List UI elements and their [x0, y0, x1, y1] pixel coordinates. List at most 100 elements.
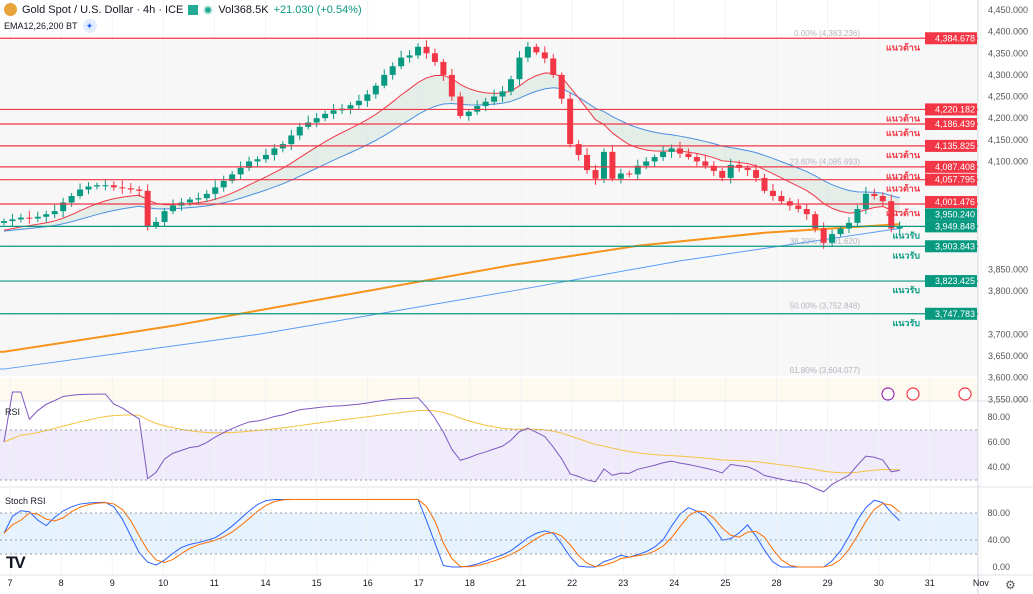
support-price-tag: [925, 307, 977, 320]
candle-body: [803, 208, 810, 215]
y-tick-label: 3,850.000: [988, 265, 1028, 275]
x-tick-label: 25: [720, 578, 730, 588]
y-tick-label: 4,300.000: [988, 70, 1028, 80]
candle-body: [524, 46, 531, 58]
candle-body: [431, 53, 438, 62]
y-tick-label: 4,450.000: [988, 5, 1028, 15]
x-tick-label: 28: [771, 578, 781, 588]
x-tick-label: 10: [158, 578, 168, 588]
candle-body: [26, 217, 33, 219]
candle-body: [448, 74, 455, 97]
x-tick-label: 15: [312, 578, 322, 588]
candle-body: [499, 91, 506, 97]
candle-body: [220, 180, 227, 188]
indicator-legend[interactable]: EMA12,26,200 BT: [4, 21, 78, 31]
candle-body: [77, 189, 84, 197]
candle-body: [685, 153, 692, 158]
candle-body: [786, 201, 793, 206]
fib-level-label: 50.00% (3,752.848): [790, 302, 861, 311]
candle-body: [719, 170, 726, 178]
y-tick-label: 3,650.000: [988, 351, 1028, 361]
candle-body: [440, 61, 447, 75]
candle-body: [347, 105, 354, 109]
candle-body: [457, 96, 464, 116]
y-tick-label: 4,200.000: [988, 113, 1028, 123]
event-icon: [906, 387, 920, 401]
candle-body: [558, 74, 565, 99]
support-price-label: 3,903.843: [935, 241, 975, 251]
resistance-text: แนวต้าน: [886, 150, 921, 160]
y-tick-label: 4,350.000: [988, 48, 1028, 58]
fib-level-label: 0.00% (4,383.236): [794, 29, 860, 38]
event-icon: [958, 387, 972, 401]
candle-body: [398, 57, 405, 67]
last-price-label: 3,950.240: [935, 209, 975, 219]
resistance-price-label: 4,186.439: [935, 119, 975, 129]
stoch-tick-label: 40.00: [987, 535, 1010, 545]
support-text: แนวรับ: [892, 285, 920, 295]
candle-body: [550, 58, 557, 75]
candle-body: [110, 185, 117, 188]
rsi-tick-label: 60.00: [987, 437, 1010, 447]
support-text: แนวรับ: [892, 250, 920, 260]
candle-body: [516, 57, 523, 80]
event-icon: [881, 387, 895, 401]
candle-body: [617, 173, 624, 179]
support-price-label: 3,747.783: [935, 309, 975, 319]
x-tick-label: 29: [823, 578, 833, 588]
candle-body: [254, 159, 261, 162]
events-band: [0, 378, 978, 400]
symbol-title[interactable]: Gold Spot / U.S. Dollar · 4h · ICE: [22, 3, 184, 16]
sparkle-icon[interactable]: ✦: [82, 19, 97, 33]
y-tick-label: 4,400.000: [988, 27, 1028, 37]
resistance-price-label: 4,057.795: [935, 175, 975, 185]
candle-body: [102, 185, 109, 187]
candle-body: [727, 164, 734, 178]
stoch-rsi-pane-label: Stoch RSI: [5, 496, 46, 506]
settings-gear-icon[interactable]: ⚙: [1005, 578, 1016, 592]
x-tick-label: 11: [210, 578, 219, 588]
x-tick-label: 23: [618, 578, 628, 588]
candle-body: [862, 193, 869, 209]
candle-body: [837, 228, 844, 235]
resistance-price-tag: [925, 103, 977, 116]
candle-body: [871, 193, 878, 197]
candle-body: [769, 190, 776, 197]
candle-body: [896, 226, 903, 229]
candle-body: [119, 187, 126, 189]
candle-body: [854, 208, 861, 223]
rsi-tick-label: 40.00: [987, 462, 1010, 472]
candle-body: [651, 157, 658, 162]
resistance-price-label: 4,220.182: [935, 104, 975, 114]
stoch-tick-label: 0.00: [992, 562, 1010, 572]
x-tick-label: 24: [669, 578, 679, 588]
resistance-text: แนวต้าน: [886, 208, 921, 218]
candle-body: [127, 188, 134, 190]
candle-body: [330, 110, 337, 114]
symbol-header: Gold Spot / U.S. Dollar · 4h · ICE Vol 36…: [4, 3, 362, 16]
candle-body: [634, 165, 641, 175]
candle-body: [68, 196, 75, 203]
candle-body: [584, 154, 591, 171]
candle-body: [846, 222, 852, 229]
candle-body: [567, 98, 574, 145]
resistance-price-label: 4,135.825: [935, 141, 975, 151]
candle-body: [51, 211, 58, 215]
candle-body: [170, 205, 176, 212]
candle-body: [879, 196, 886, 202]
x-tick-label: 17: [414, 578, 424, 588]
candle-body: [364, 94, 371, 101]
support-text: แนวรับ: [892, 230, 920, 240]
resistance-text: แนวต้าน: [886, 184, 921, 194]
candle-body: [229, 174, 236, 181]
candle-body: [820, 228, 827, 243]
stoch-d-line: [3, 499, 901, 568]
y-tick-label: 3,800.000: [988, 286, 1028, 296]
x-tick-label: 14: [260, 578, 270, 588]
y-tick-label: 3,700.000: [988, 329, 1028, 339]
candle-body: [322, 113, 329, 119]
candle-body: [415, 46, 422, 56]
candle-body: [778, 196, 785, 202]
gold-logo-icon: [4, 3, 17, 16]
